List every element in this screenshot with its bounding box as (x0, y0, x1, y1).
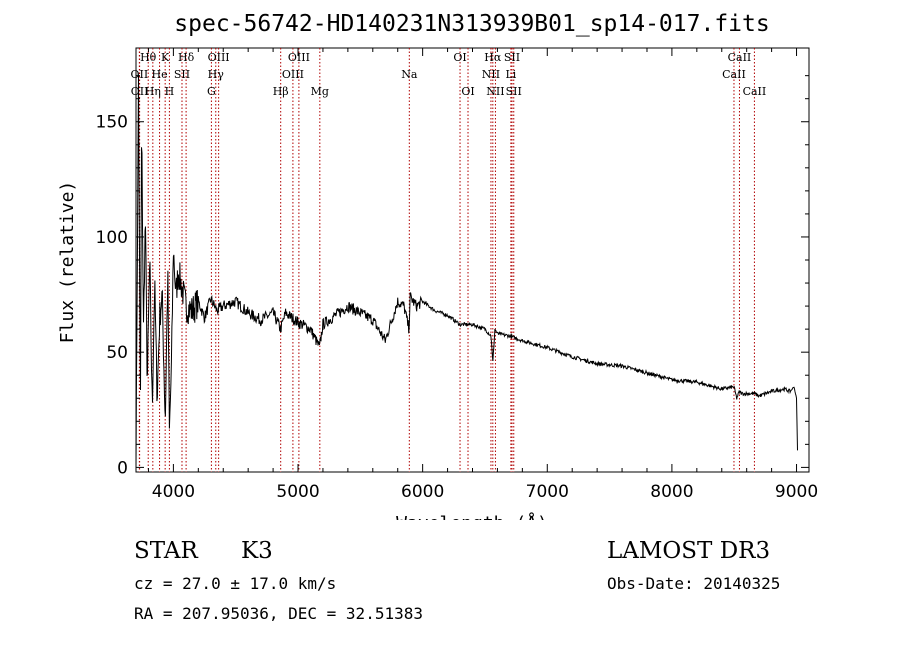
line-label-13: OIII (288, 51, 310, 64)
line-label-15: Mg (311, 85, 329, 98)
line-label-20: SII (504, 51, 520, 64)
line-label-17: OI (453, 51, 466, 64)
x-tick-label-0: 4000 (152, 482, 195, 502)
line-label-16: Na (401, 68, 418, 81)
x-tick-labels: 4000 5000 6000 7000 8000 9000 (152, 482, 818, 502)
line-label-27: CaII (743, 85, 767, 98)
line-label-4: He (152, 68, 168, 81)
coordinates-readout: RA = 207.95036, DEC = 32.51383 (134, 604, 423, 623)
line-label-18: OI (461, 85, 474, 98)
x-axis-label: Wavelength (Å) (396, 512, 548, 520)
line-label-25: CaII (728, 51, 752, 64)
line-label-7: SII (174, 68, 190, 81)
line-label-1: OII (131, 68, 149, 81)
y-axis-label: Flux (relative) (57, 181, 78, 344)
spectral-line-markers (138, 48, 755, 472)
line-label-24: SII (506, 85, 522, 98)
x-tick-label-4: 8000 (650, 482, 693, 502)
object-subclass: K3 (241, 538, 273, 564)
line-label-9: OIII (208, 51, 230, 64)
x-tick-label-1: 5000 (276, 482, 319, 502)
redshift-readout: cz = 27.0 ± 17.0 km/s (134, 574, 337, 593)
line-label-8: Hδ (178, 51, 195, 64)
line-label-6: H (165, 85, 175, 98)
line-label-23: NII (486, 85, 504, 98)
y-tick-label-2: 100 (96, 228, 128, 248)
y-tick-label-0: 0 (117, 458, 128, 478)
obs-date: Obs-Date: 20140325 (607, 574, 781, 593)
line-label-14: OIII (282, 68, 304, 81)
y-tick-labels: 0 50 100 150 (96, 113, 128, 479)
spectrum-line (135, 74, 798, 468)
line-label-11: G (207, 85, 216, 98)
plot-frame (135, 47, 810, 473)
line-label-21: NII (482, 68, 500, 81)
line-label-19: Hα (484, 51, 502, 64)
x-tick-label-3: 7000 (526, 482, 569, 502)
axis-ticks (136, 48, 809, 472)
line-label-10: Hγ (208, 68, 225, 81)
object-class: STAR (134, 538, 198, 564)
line-label-26: CaII (722, 68, 746, 81)
chart-title: spec-56742-HD140231N313939B01_sp14-017.f… (174, 11, 769, 37)
line-label-22: Li (505, 68, 516, 81)
line-label-2: OII (131, 85, 149, 98)
spectrum-chart: spec-56742-HD140231N313939B01_sp14-017.f… (57, 11, 818, 520)
x-tick-label-5: 9000 (775, 482, 818, 502)
y-tick-label-1: 50 (106, 343, 128, 363)
line-label-0: Hθ (140, 51, 157, 64)
survey-name: LAMOST DR3 (607, 538, 771, 564)
line-label-5: K (161, 51, 170, 64)
line-label-12: Hβ (273, 85, 289, 98)
x-tick-label-2: 6000 (401, 482, 444, 502)
line-label-3: Hη (145, 85, 161, 98)
y-tick-label-3: 150 (96, 113, 128, 133)
